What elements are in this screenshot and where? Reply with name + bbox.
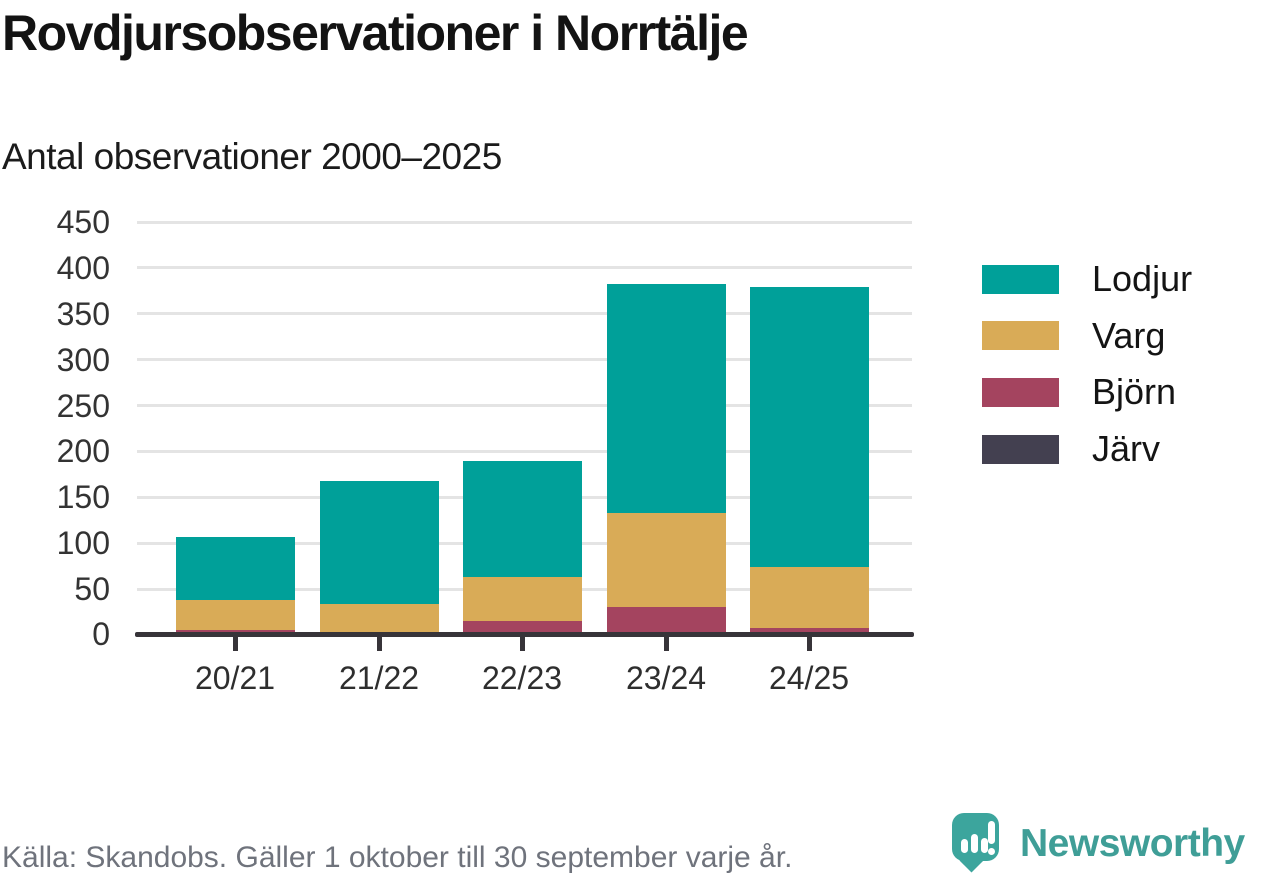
- logo-chart-bar-icon: [971, 834, 978, 853]
- y-axis-label: 450: [56, 204, 110, 240]
- y-axis-label: 0: [92, 616, 110, 652]
- brand-wordmark: Newsworthy: [1020, 822, 1245, 865]
- legend-item-varg: Varg: [982, 315, 1165, 356]
- legend-label: Lodjur: [1092, 258, 1193, 299]
- bar-segment-lodjur: [606, 283, 726, 513]
- logo-exclamation-icon: [988, 821, 995, 844]
- legend-label: Björn: [1092, 371, 1177, 413]
- bar-segment-lodjur: [462, 460, 582, 578]
- bar-stack-24/25: [749, 287, 869, 635]
- y-axis-label: 250: [56, 387, 110, 424]
- y-axis-label: 150: [56, 479, 110, 516]
- bar-segment-björn: [606, 607, 726, 635]
- y-axis-label: 300: [56, 341, 110, 378]
- y-axis-label: 100: [56, 525, 110, 562]
- x-axis-tick: [519, 637, 525, 651]
- chart-subtitle: Antal observationer 2000–2025: [2, 136, 502, 177]
- chart-title: Rovdjursobservationer i Norrtälje: [2, 5, 749, 61]
- bar-segment-varg: [175, 600, 295, 631]
- x-axis-label: 21/22: [338, 660, 420, 696]
- source-note: Källa: Skandobs. Gäller 1 oktober till 3…: [2, 841, 793, 874]
- bar-segment-varg: [462, 577, 582, 622]
- x-axis-tick: [232, 637, 238, 651]
- gridline: [137, 449, 912, 453]
- gridline: [137, 312, 912, 316]
- bar-segment-varg: [319, 603, 439, 634]
- bar-stack-20/21: [175, 536, 295, 635]
- bar-stack-22/23: [462, 460, 582, 635]
- legend-swatch-varg: [982, 321, 1059, 351]
- x-axis-tick: [663, 637, 669, 651]
- bar-segment-björn: [462, 621, 582, 635]
- legend-swatch-lodjur: [982, 264, 1059, 294]
- y-axis-label: 50: [74, 571, 110, 608]
- x-axis-label: 22/23: [481, 660, 563, 696]
- bar-stack-21/22: [319, 480, 439, 635]
- legend-swatch-björn: [982, 377, 1059, 407]
- bar-segment-lodjur: [175, 536, 295, 601]
- logo-bubble-icon: [952, 813, 999, 861]
- y-axis-label: 200: [56, 433, 110, 470]
- logo-exclamation-dot-icon: [988, 848, 995, 855]
- gridline: [137, 404, 912, 408]
- bar-segment-varg: [749, 567, 869, 628]
- x-axis-tick: [806, 637, 812, 651]
- newsworthy-logo: Newsworthy: [952, 813, 1262, 875]
- x-axis-tick: [376, 637, 382, 651]
- x-axis-label: 20/21: [194, 660, 276, 696]
- bar-segment-varg: [606, 512, 726, 608]
- legend-item-lodjur: Lodjur: [982, 258, 1192, 299]
- gridline: [137, 220, 912, 224]
- legend-item-järv: Järv: [982, 428, 1160, 469]
- x-axis-label: 23/24: [625, 660, 707, 696]
- gridline: [137, 358, 912, 362]
- legend-label: Varg: [1092, 314, 1166, 356]
- legend-label: Järv: [1092, 428, 1161, 470]
- bar-segment-björn: [749, 627, 869, 635]
- x-axis-line: [135, 632, 914, 637]
- gridline: [137, 266, 912, 270]
- legend-item-björn: Björn: [982, 371, 1176, 412]
- legend-swatch-järv: [982, 434, 1059, 464]
- y-axis-label: 400: [56, 249, 110, 286]
- y-axis-label: 350: [56, 295, 110, 332]
- logo-chart-bar-icon: [981, 838, 988, 853]
- logo-chart-bar-icon: [961, 839, 968, 853]
- bar-segment-lodjur: [319, 480, 439, 604]
- x-axis-label: 24/25: [768, 660, 850, 696]
- bar-stack-23/24: [606, 283, 726, 635]
- bar-segment-lodjur: [749, 287, 869, 568]
